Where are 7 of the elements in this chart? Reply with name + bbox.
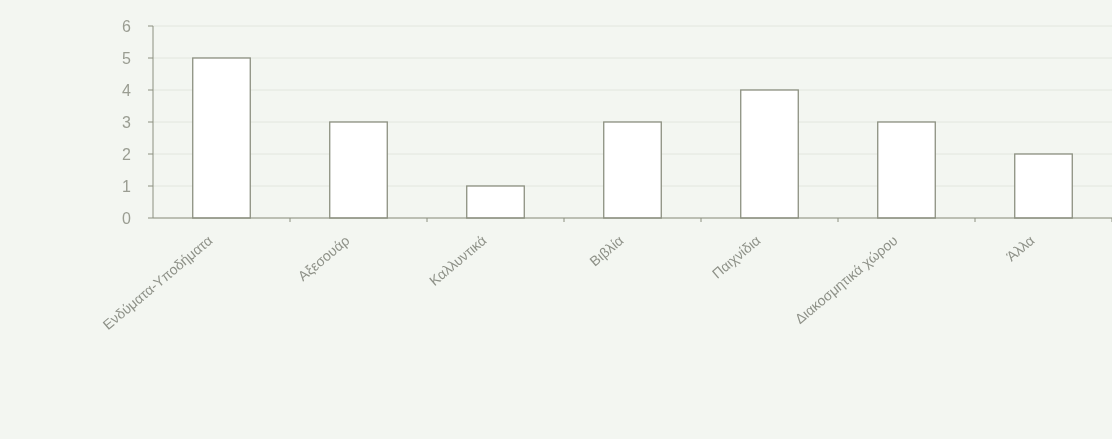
y-tick-label: 5: [122, 49, 132, 67]
y-tick-label: 6: [122, 17, 132, 35]
y-tick-label: 1: [122, 177, 132, 195]
y-tick-label: 0: [122, 209, 132, 227]
y-tick-label: 2: [122, 145, 132, 163]
y-tick-label: 3: [122, 113, 132, 131]
y-tick-label: 4: [122, 81, 132, 99]
